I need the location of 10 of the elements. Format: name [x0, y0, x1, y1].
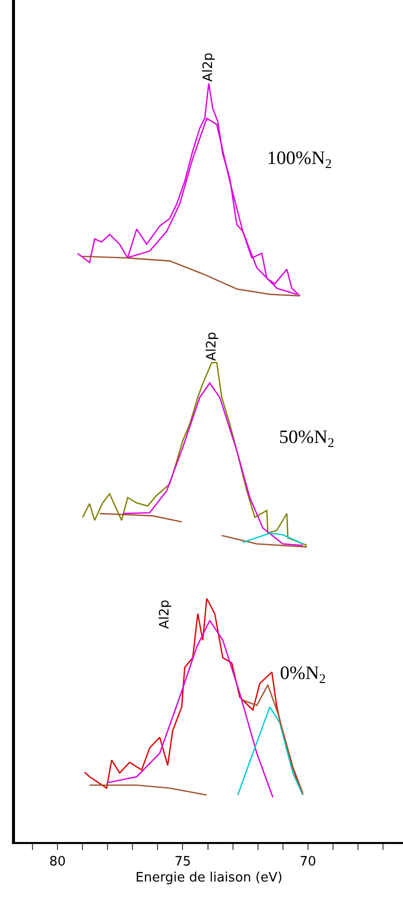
text: 50%N$_{2}$ [279, 427, 334, 450]
annotation: Al2p [204, 332, 220, 361]
x-tick-label: 80 [49, 854, 66, 870]
annotation: Al2p [157, 600, 172, 629]
x-tick-label: 75 [174, 854, 191, 870]
annotation: Al2p [200, 52, 216, 82]
x-axis-title: Energie de liaison (eV) [136, 870, 282, 886]
x-tick-label: 70 [300, 854, 316, 870]
series-label: 0%N$_{2}$ [280, 663, 326, 686]
series-label: 100%N$_{2}$ [267, 148, 332, 171]
